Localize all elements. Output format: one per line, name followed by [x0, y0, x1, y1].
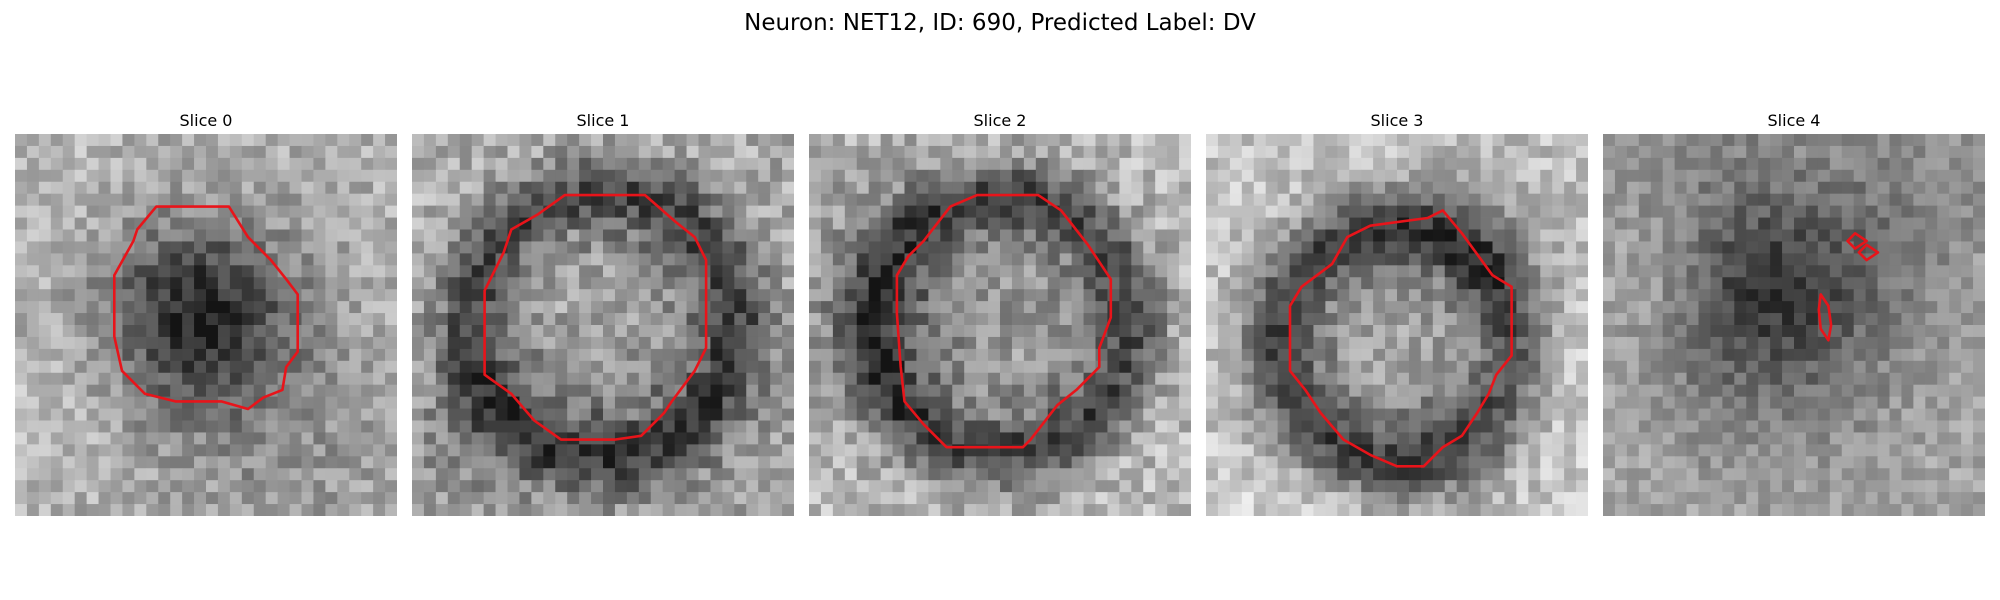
slice-panel-4: Slice 4 — [1603, 110, 1985, 516]
segmentation-contour — [895, 193, 1113, 449]
slice-title: Slice 1 — [576, 111, 630, 130]
slice-title: Slice 2 — [973, 111, 1027, 130]
pixel-grid — [809, 134, 1191, 516]
pixel-grid — [412, 134, 794, 516]
slice-panel-1: Slice 1 — [412, 110, 794, 516]
slice-image — [1603, 134, 1985, 516]
segmentation-contour — [1846, 232, 1868, 250]
slice-panel-3: Slice 3 — [1206, 110, 1588, 516]
slice-title: Slice 3 — [1370, 111, 1424, 130]
slice-panel-0: Slice 0 — [15, 110, 397, 516]
segmentation-contour — [1288, 209, 1513, 468]
pixel-grid — [15, 134, 397, 516]
segmentation-contour — [1817, 293, 1833, 342]
slice-image — [809, 134, 1191, 516]
slice-title: Slice 0 — [179, 111, 233, 130]
segmentation-contour — [1857, 243, 1880, 262]
segmentation-contour — [113, 205, 300, 411]
pixel-grid — [1603, 134, 1985, 516]
pixel-grid — [1206, 134, 1588, 516]
slice-image — [1206, 134, 1588, 516]
slice-image — [15, 134, 397, 516]
slice-panel-2: Slice 2 — [809, 110, 1191, 516]
slice-image — [412, 134, 794, 516]
figure-title: Neuron: NET12, ID: 690, Predicted Label:… — [744, 10, 1256, 36]
segmentation-contour — [483, 193, 708, 441]
slice-title: Slice 4 — [1767, 111, 1821, 130]
